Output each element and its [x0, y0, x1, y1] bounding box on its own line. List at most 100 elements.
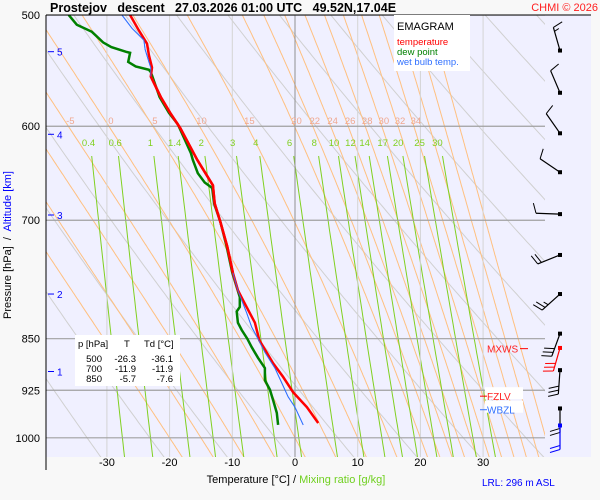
mixing-ratio-label: 30	[432, 138, 443, 149]
legend-dew-point: dew point	[397, 47, 438, 58]
mixing-ratio-line	[177, 155, 217, 457]
mixing-ratio-line	[91, 155, 126, 457]
values-table: p [hPa] T Td [°C] 500 -26.3 -36.1 700 -1…	[75, 335, 180, 386]
moist-adiabat-label: 30	[379, 116, 390, 127]
grid	[46, 15, 545, 457]
dry-adiabat-line	[46, 290, 165, 457]
wind-barb-feather	[550, 63, 559, 72]
mixing-ratio-line	[386, 155, 438, 457]
table-row: 500 -26.3 -36.1	[86, 354, 173, 365]
temperature-tick-label: -20	[162, 457, 178, 469]
wind-barb-feather	[548, 389, 559, 393]
dry-adiabat-line	[46, 126, 292, 457]
dry-adiabat-line	[46, 206, 228, 457]
moist-adiabat-line	[46, 200, 214, 457]
legend-title: EMAGRAM	[397, 21, 454, 33]
moist-adiabat-line	[342, 15, 490, 457]
mixing-ratio-line	[236, 155, 278, 457]
pressure-tick-label: 700	[22, 215, 40, 227]
mixing-ratio-label: 10	[329, 138, 340, 149]
wind-barb-feather	[545, 105, 554, 114]
mixing-ratio-line	[338, 155, 386, 457]
moist-adiabat-line	[284, 15, 453, 457]
altitude-tick-label: 5	[57, 48, 63, 59]
moist-adiabat-label: 26	[345, 116, 356, 127]
wind-barb-station	[558, 345, 562, 350]
lrl-label: LRL: 296 m ASL	[482, 478, 555, 489]
moist-adiabat-line	[323, 15, 478, 457]
wind-barb-feather	[530, 255, 539, 265]
x-axis-separator: /	[293, 474, 297, 486]
moist-adiabat-line	[46, 91, 276, 457]
y-axis-altitude-label: Altitude [km]	[2, 171, 14, 232]
moist-adiabat-line	[132, 15, 367, 457]
wbzl-label: WBZL	[487, 406, 515, 417]
wind-barb	[542, 345, 562, 372]
temperature-line-overlay	[149, 75, 235, 274]
table-cell: -7.6	[157, 374, 173, 385]
moist-adiabat-line	[46, 250, 183, 457]
copyright: CHMI © 2026	[531, 2, 598, 14]
level-markers: MXWS FZLV WBZL	[480, 345, 528, 417]
mixing-ratio-label: 4	[253, 138, 258, 149]
moist-adiabat-line	[46, 148, 245, 457]
moist-adiabat-label: -5	[66, 116, 74, 127]
wind-barb-feather	[548, 385, 559, 389]
moist-adiabat-line	[186, 15, 398, 457]
table-cell: 850	[86, 374, 102, 385]
temperature-tick-label: 10	[352, 457, 364, 469]
mixing-ratio-line	[259, 155, 303, 457]
mixing-ratio-lines	[91, 155, 496, 457]
moist-adiabat-label: 10	[196, 116, 207, 127]
moist-adiabat-label: 15	[244, 116, 255, 127]
pressure-tick-label: 925	[22, 385, 40, 397]
moist-adiabat-line	[304, 15, 466, 457]
moist-adiabat-label: 24	[327, 116, 338, 127]
moist-adiabat-label: 28	[362, 116, 373, 127]
dry-adiabat-line	[381, 15, 545, 201]
dry-adiabat-line	[432, 15, 545, 141]
wind-barb	[549, 423, 562, 453]
wind-barb-feather	[541, 355, 552, 357]
wind-barb-staff	[539, 158, 561, 173]
dry-adiabat-line	[73, 15, 418, 457]
legend-temperature: temperature	[397, 37, 448, 48]
dry-adiabat-line	[330, 15, 545, 263]
table-row: 850 -5.7 -7.6	[86, 374, 173, 385]
mixing-ratio-label: 2	[199, 138, 204, 149]
dry-adiabat-line	[46, 377, 102, 457]
mixing-ratio-line	[153, 155, 191, 457]
table-row: 700 -11.9 -11.9	[86, 364, 173, 375]
altitude-tick-label: 4	[57, 130, 63, 141]
temperature-tick-label: 0	[292, 457, 298, 469]
wind-barb-feather	[549, 431, 561, 436]
table-cell: 700	[86, 364, 102, 375]
wind-barb-station	[558, 212, 562, 217]
mixing-ratio-label: 25	[414, 138, 425, 149]
wind-barb-feather	[534, 254, 542, 263]
y-axis-title: Pressure [hPa] / Altitude [km]	[2, 171, 14, 319]
wind-barb-feather	[535, 301, 546, 308]
wind-barb	[552, 21, 563, 53]
legend: EMAGRAM temperature dew point wet bulb t…	[394, 15, 470, 71]
wind-barb	[548, 368, 562, 397]
moist-adiabat-label: 0	[108, 116, 113, 127]
wind-barbs	[530, 21, 563, 453]
mixing-ratio-line	[354, 155, 403, 457]
table-cell: -26.3	[114, 354, 136, 365]
isopleth-labels: -5 0 5 10 15 20 22 24 26 28 30 32 340.4 0.6 1 1.4 2 3 4 6 8 1…	[66, 116, 443, 149]
wind-barb-feather	[548, 393, 559, 397]
altitude-tick-label: 1	[57, 368, 63, 379]
wind-barb	[530, 252, 562, 265]
wind-barb-feather	[544, 347, 555, 350]
wind-barb	[550, 63, 562, 95]
mixing-ratio-line	[402, 155, 454, 457]
wind-barb-staff	[535, 212, 561, 215]
mixing-ratio-line	[204, 155, 245, 457]
altitude-tick-label: 3	[57, 211, 63, 222]
temperature-tick-label: -10	[224, 457, 240, 469]
mixing-ratio-label: 1.4	[168, 138, 181, 149]
y-axis-separator: /	[2, 236, 14, 240]
moist-adiabat-label: 34	[411, 116, 422, 127]
